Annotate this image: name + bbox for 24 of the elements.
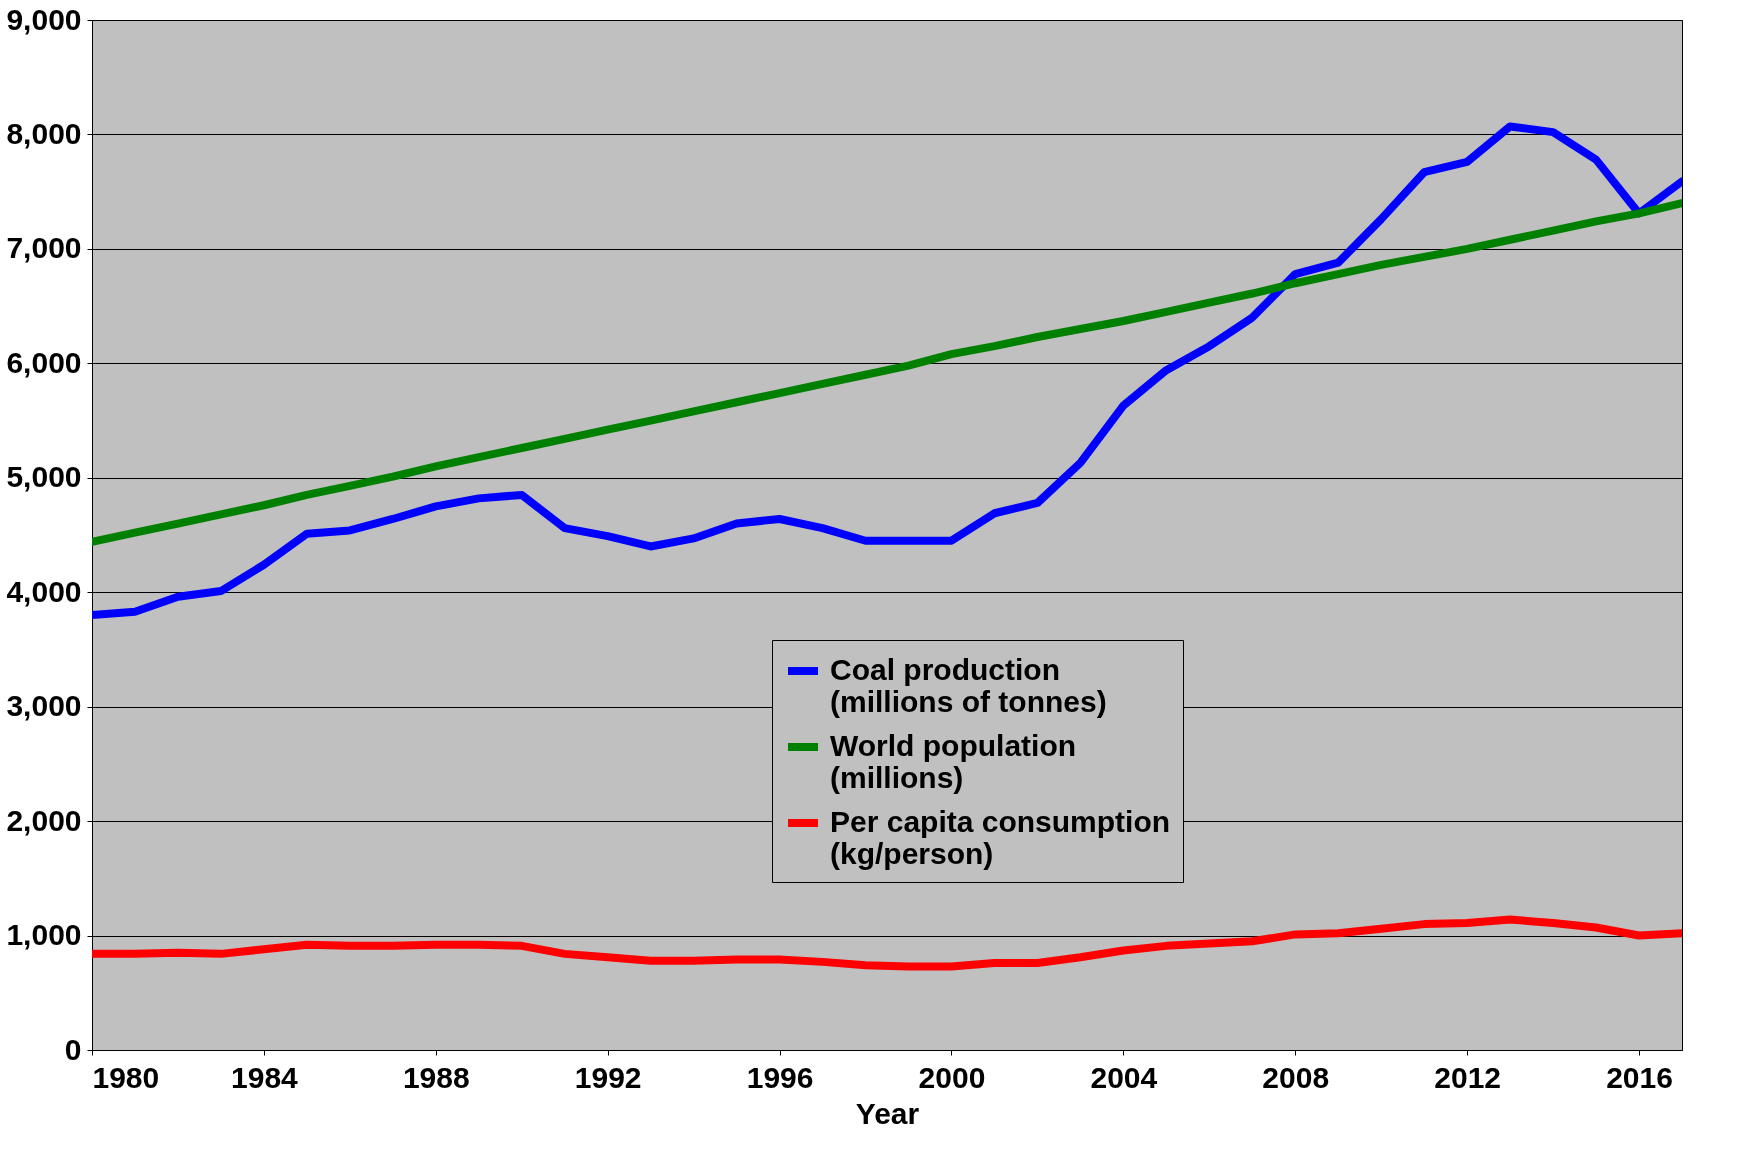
x-tick-label: 1984 bbox=[231, 1060, 299, 1094]
x-tick-label: 1980 bbox=[92, 1060, 160, 1094]
x-tick-label: 2012 bbox=[1434, 1060, 1502, 1094]
y-tick-label: 8,000 bbox=[6, 116, 82, 150]
y-tick-label: 9,000 bbox=[6, 2, 82, 36]
y-tick-label: 4,000 bbox=[6, 574, 82, 608]
legend-label: World population (millions) bbox=[830, 729, 1077, 794]
x-tick-label: 2004 bbox=[1090, 1060, 1158, 1094]
y-tick-label: 5,000 bbox=[6, 460, 82, 494]
y-tick-label: 2,000 bbox=[6, 803, 82, 837]
x-tick-label: 1992 bbox=[574, 1060, 642, 1094]
legend-label: Per capita consumption (kg/person) bbox=[830, 805, 1171, 870]
y-tick-label: 1,000 bbox=[6, 918, 82, 952]
y-tick-label: 6,000 bbox=[6, 345, 82, 379]
x-tick-label: 1988 bbox=[402, 1060, 470, 1094]
x-tick-label: 2008 bbox=[1262, 1060, 1330, 1094]
y-tick-label: 3,000 bbox=[6, 689, 82, 723]
x-tick-label: 2016 bbox=[1606, 1060, 1673, 1094]
x-tick-label: 1996 bbox=[746, 1060, 814, 1094]
y-tick-label: 0 bbox=[64, 1032, 82, 1066]
y-tick-label: 7,000 bbox=[6, 231, 82, 265]
x-tick-label: 2000 bbox=[918, 1060, 986, 1094]
x-axis-title: Year bbox=[855, 1096, 920, 1130]
legend-label: Coal production (millions of tonnes) bbox=[830, 653, 1107, 718]
